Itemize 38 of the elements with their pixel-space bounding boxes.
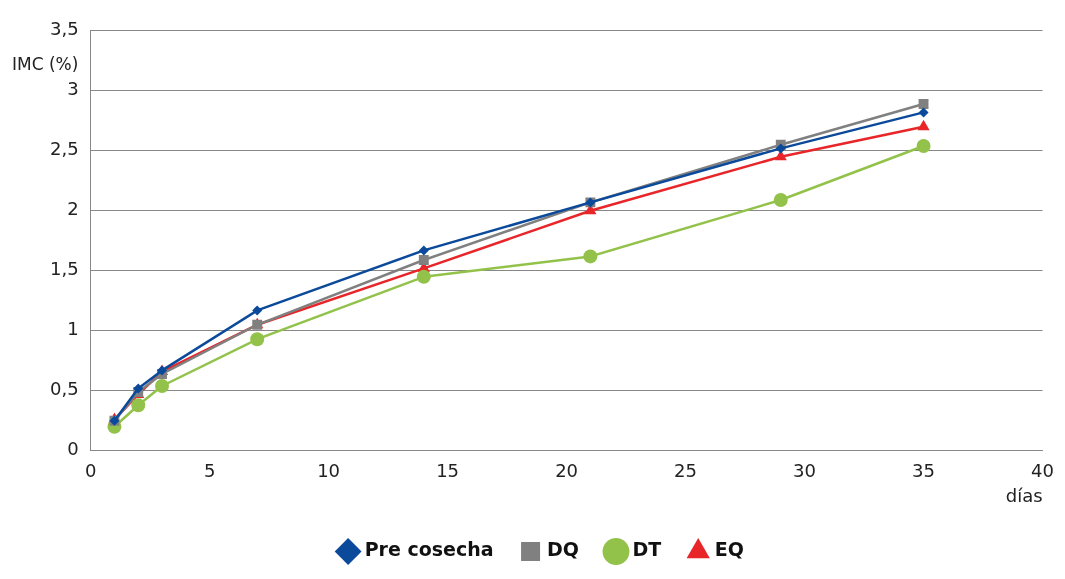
point	[917, 119, 930, 131]
x-axis-title: días	[1005, 484, 1043, 506]
x-tick-label: 40	[1031, 460, 1054, 482]
point	[918, 107, 929, 118]
legend-label: EQ	[714, 538, 744, 561]
x-tick-label: 35	[912, 460, 936, 482]
legend-label: Pre cosecha	[364, 538, 494, 561]
point	[418, 255, 429, 265]
y-tick-label: 3	[67, 78, 79, 100]
legend-label: DQ	[547, 538, 579, 561]
x-tick-label: 0	[84, 460, 97, 482]
point	[773, 193, 788, 207]
x-tick-label: 5	[203, 460, 216, 482]
point	[250, 332, 265, 347]
x-tick-label: 25	[674, 460, 698, 482]
point	[583, 249, 598, 264]
x-tick-label: 10	[317, 460, 341, 482]
x-tick-label: 30	[793, 460, 817, 482]
y-tick-label: 0	[67, 438, 79, 460]
point	[418, 245, 429, 256]
point	[775, 143, 786, 154]
point	[252, 305, 263, 316]
y-tick-label: 2	[67, 198, 79, 220]
point	[916, 139, 931, 153]
y-tick-label: 2,5	[49, 138, 79, 160]
x-tick-label: 15	[436, 460, 460, 482]
y-tick-label: 0,5	[49, 378, 79, 400]
point	[416, 269, 431, 284]
y-tick-label: 3,5	[49, 18, 79, 40]
x-tick-label: 20	[555, 460, 579, 482]
point	[155, 379, 170, 393]
y-tick-label: 1	[67, 318, 79, 340]
point	[131, 398, 146, 413]
y-tick-label: 1,5	[49, 258, 79, 280]
point	[918, 99, 929, 109]
legend-label: DT	[632, 538, 662, 561]
y-axis-title: IMC (%)	[12, 54, 79, 75]
point	[133, 383, 144, 394]
